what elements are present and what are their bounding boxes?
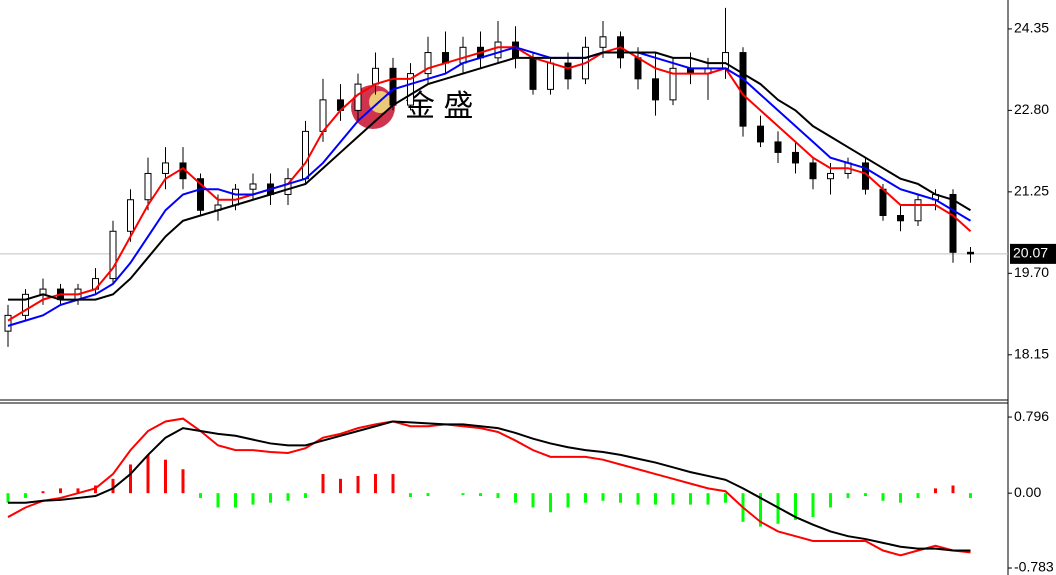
candle-body	[249, 183, 257, 190]
candle-body	[529, 57, 537, 90]
candle-body	[284, 178, 292, 195]
candle-body	[319, 99, 327, 132]
y-tick-label: 19.70	[1014, 264, 1049, 280]
candle-body	[407, 73, 414, 106]
candle-body	[809, 162, 817, 180]
candle-body	[232, 188, 239, 206]
candle-body	[547, 62, 554, 90]
indicator-line	[7, 46, 972, 327]
candle-body	[879, 188, 887, 217]
candle-body	[634, 57, 642, 80]
candle-body	[564, 62, 572, 80]
watermark: 金 盛	[405, 90, 473, 123]
last-price-label: 20.07	[1013, 245, 1048, 261]
candle-body	[197, 178, 204, 211]
candle-body	[652, 78, 659, 101]
indicator-line	[8, 420, 971, 552]
candle-body	[494, 41, 502, 59]
y-tick-label: 0.00	[1014, 484, 1041, 500]
indicator-line	[7, 46, 972, 322]
candle-body	[757, 125, 764, 143]
candle-body	[739, 52, 747, 127]
candle-body	[162, 162, 169, 174]
candle-body	[967, 251, 974, 255]
indicator-line	[8, 51, 972, 301]
candle-body	[109, 230, 117, 280]
candle-body	[4, 314, 12, 332]
candle-body	[669, 67, 677, 101]
candle-body	[512, 41, 519, 59]
candle-body	[459, 46, 467, 64]
candle-body	[792, 151, 799, 164]
indicator-line	[7, 417, 971, 557]
candle-body	[914, 199, 922, 222]
candle-body	[897, 215, 904, 222]
candle-body	[599, 36, 607, 48]
candle-body	[22, 293, 29, 316]
candle-body	[424, 52, 432, 75]
candle-body	[127, 199, 134, 232]
y-tick-label: 24.35	[1014, 20, 1049, 36]
candle-body	[389, 67, 397, 106]
y-tick-label: 22.80	[1014, 101, 1049, 117]
y-tick-label: 18.15	[1014, 345, 1049, 361]
candle-body	[949, 193, 957, 253]
candle-body	[722, 52, 729, 69]
candle-body	[302, 130, 309, 180]
last-price-box	[1010, 243, 1056, 264]
y-tick-label: -0.783	[1014, 559, 1054, 575]
candle-body	[144, 172, 152, 201]
candle-body	[372, 67, 379, 85]
y-tick-label: 0.796	[1014, 408, 1049, 424]
y-tick-label: 21.25	[1014, 183, 1049, 199]
candle-body	[774, 141, 782, 153]
candle-body	[827, 172, 834, 180]
